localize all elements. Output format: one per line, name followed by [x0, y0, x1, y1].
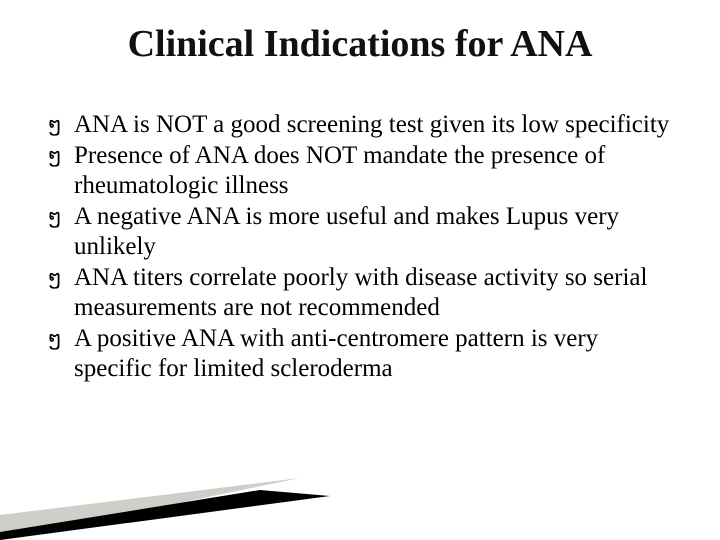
accent-swoosh-icon: [0, 460, 720, 540]
slide-title: Clinical Indications for ANA: [0, 22, 720, 66]
list-item: ໆ Presence of ANA does NOT mandate the p…: [48, 141, 678, 202]
slide: Clinical Indications for ANA ໆ ANA is NO…: [0, 0, 720, 540]
bullet-icon: ໆ: [48, 141, 74, 171]
list-item-text: ANA is NOT a good screening test given i…: [74, 110, 678, 141]
list-item: ໆ ANA titers correlate poorly with disea…: [48, 263, 678, 324]
bullet-icon: ໆ: [48, 202, 74, 232]
list-item-text: Presence of ANA does NOT mandate the pre…: [74, 141, 678, 202]
bullet-icon: ໆ: [48, 263, 74, 293]
list-item-text: ANA titers correlate poorly with disease…: [74, 263, 678, 324]
list-item: ໆ A negative ANA is more useful and make…: [48, 202, 678, 263]
bullet-icon: ໆ: [48, 324, 74, 354]
bullet-list: ໆ ANA is NOT a good screening test given…: [48, 110, 678, 385]
list-item: ໆ A positive ANA with anti-centromere pa…: [48, 324, 678, 385]
list-item: ໆ ANA is NOT a good screening test given…: [48, 110, 678, 141]
bullet-icon: ໆ: [48, 110, 74, 140]
list-item-text: A negative ANA is more useful and makes …: [74, 202, 678, 263]
list-item-text: A positive ANA with anti-centromere patt…: [74, 324, 678, 385]
